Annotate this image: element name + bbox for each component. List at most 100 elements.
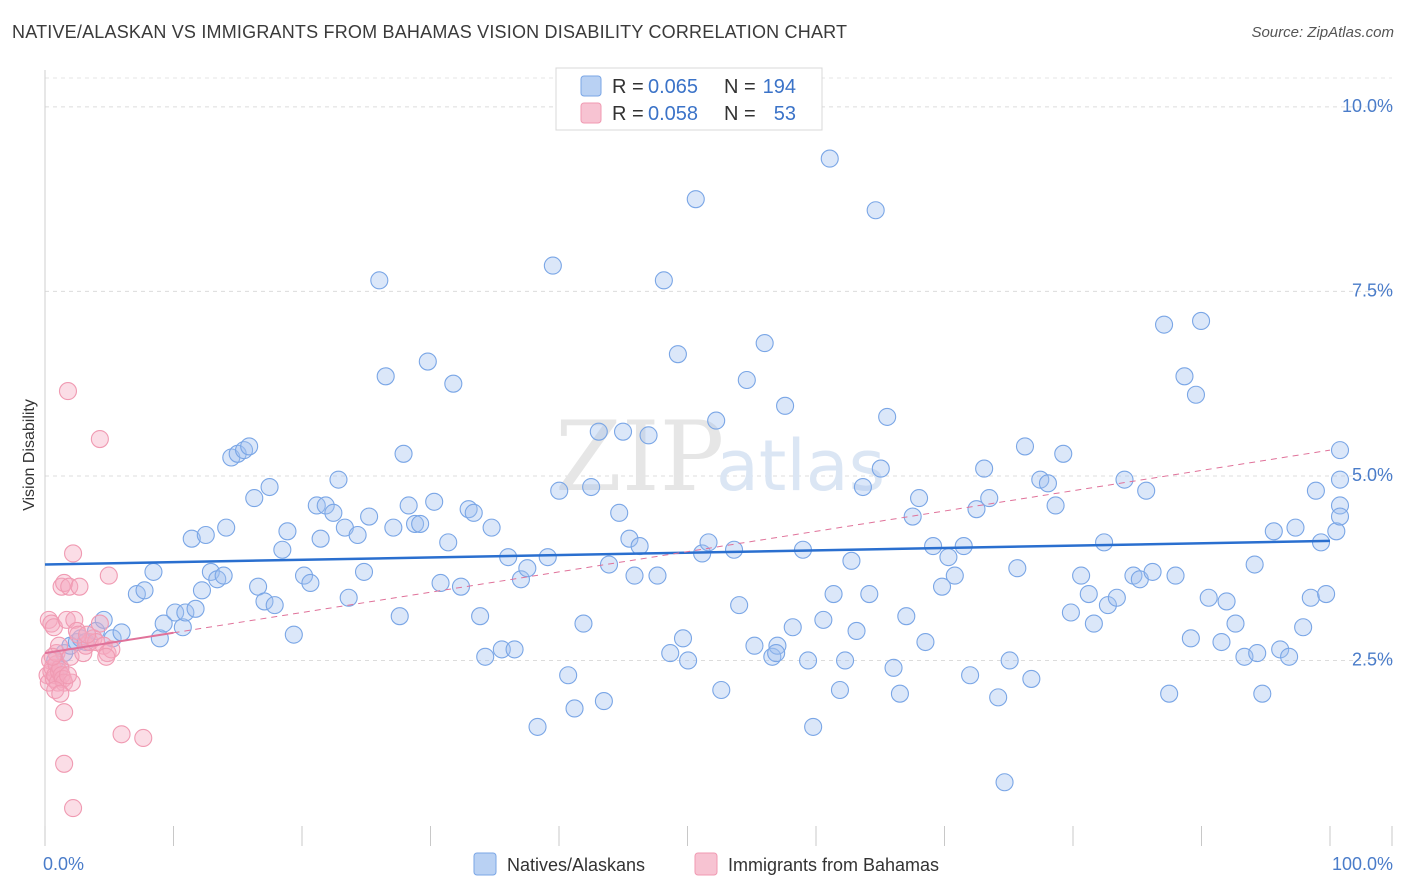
- point-natives-95: [668, 345, 687, 364]
- point-natives-184: [1306, 481, 1325, 500]
- point-natives-10: [112, 623, 131, 642]
- watermark-zip: ZIP: [555, 401, 724, 513]
- point-bahamas-45: [64, 799, 83, 818]
- point-natives-138: [961, 666, 980, 685]
- point-natives-115: [814, 610, 833, 629]
- legend-bottom-swatch-natives: [473, 852, 497, 876]
- point-natives-98: [686, 190, 705, 209]
- point-natives-109: [768, 636, 787, 655]
- point-natives-167: [1175, 367, 1194, 386]
- point-natives-61: [431, 573, 450, 593]
- point-natives-172: [1212, 632, 1231, 652]
- point-natives-169: [1186, 385, 1206, 404]
- point-natives-191: [1330, 507, 1350, 526]
- point-natives-39: [294, 566, 314, 585]
- y-axis-title: Vision Disability: [21, 399, 38, 511]
- point-natives-70: [492, 640, 511, 659]
- point-bahamas-40: [64, 544, 83, 563]
- point-natives-20: [186, 599, 205, 618]
- point-natives-25: [214, 566, 233, 585]
- point-natives-26: [217, 518, 236, 537]
- x-tick-labels: 0.0% 100.0%: [43, 854, 1393, 874]
- point-bahamas-39: [90, 429, 109, 449]
- point-natives-120: [842, 551, 861, 570]
- point-natives-22: [196, 525, 215, 545]
- point-natives-117: [824, 584, 843, 604]
- point-natives-50: [360, 507, 379, 526]
- point-natives-113: [799, 651, 818, 670]
- point-natives-100: [699, 533, 718, 552]
- point-bahamas-22: [60, 577, 79, 596]
- point-natives-135: [939, 548, 958, 567]
- point-bahamas-52: [97, 647, 116, 666]
- point-natives-74: [518, 559, 537, 578]
- point-natives-64: [451, 577, 471, 596]
- point-natives-156: [1095, 533, 1114, 552]
- point-natives-72: [505, 640, 524, 659]
- point-natives-59: [418, 352, 437, 371]
- legend-n-label-natives: N =: [724, 76, 756, 98]
- point-natives-126: [878, 407, 897, 426]
- point-natives-168: [1181, 629, 1200, 648]
- point-natives-66: [464, 503, 483, 522]
- point-natives-190: [1330, 470, 1350, 489]
- point-natives-134: [932, 577, 952, 596]
- legend-r-label-natives: R =: [612, 76, 644, 98]
- point-bahamas-47: [51, 684, 70, 703]
- point-natives-101: [707, 411, 726, 430]
- point-natives-133: [924, 537, 943, 556]
- point-natives-174: [1226, 614, 1245, 633]
- point-natives-97: [679, 651, 698, 670]
- point-natives-84: [594, 692, 613, 711]
- point-natives-31: [245, 489, 264, 508]
- x-tick-label-right: 100.0%: [1332, 854, 1393, 874]
- point-natives-33: [255, 592, 274, 611]
- point-natives-153: [1072, 566, 1091, 585]
- point-natives-37: [278, 522, 297, 541]
- point-natives-48: [348, 525, 367, 545]
- point-natives-75: [528, 717, 547, 736]
- point-natives-76: [538, 548, 557, 567]
- y-tick-labels: 2.5% 5.0% 7.5% 10.0%: [1342, 96, 1393, 670]
- point-natives-131: [910, 489, 929, 508]
- point-natives-162: [1137, 481, 1156, 500]
- legend-swatch-natives: [580, 75, 602, 97]
- point-natives-96: [673, 629, 693, 648]
- point-natives-83: [589, 422, 608, 441]
- legend-bottom-swatch-bahamas: [694, 852, 718, 876]
- point-natives-155: [1084, 614, 1103, 633]
- point-natives-142: [989, 688, 1008, 707]
- point-natives-67: [471, 607, 490, 626]
- point-bahamas-51: [78, 625, 97, 644]
- point-natives-52: [376, 367, 395, 386]
- point-natives-177: [1253, 684, 1272, 703]
- point-natives-54: [390, 607, 409, 626]
- point-natives-116: [820, 149, 839, 168]
- point-natives-188: [1330, 441, 1350, 460]
- point-natives-163: [1143, 562, 1162, 581]
- point-natives-13: [144, 562, 163, 581]
- legend-top: R = 0.065 N = 194 R = 0.058 N = 53: [555, 67, 823, 131]
- point-natives-78: [550, 481, 569, 500]
- point-bahamas-37: [55, 703, 74, 722]
- axes: [44, 70, 1393, 846]
- point-natives-171: [1199, 588, 1218, 607]
- point-natives-42: [311, 529, 330, 548]
- point-natives-176: [1245, 555, 1264, 574]
- point-natives-144: [1000, 651, 1019, 670]
- legend-swatch-bahamas: [580, 102, 602, 124]
- point-natives-137: [954, 537, 973, 556]
- point-natives-87: [613, 422, 633, 441]
- point-natives-192: [1248, 644, 1267, 663]
- point-natives-19: [182, 529, 201, 548]
- point-natives-164: [1155, 315, 1174, 334]
- point-bahamas-38: [58, 382, 78, 401]
- point-natives-49: [354, 562, 374, 581]
- point-natives-89: [625, 566, 644, 585]
- point-natives-130: [903, 507, 922, 526]
- watermark: ZIP atlas: [555, 401, 885, 513]
- point-natives-105: [737, 370, 756, 390]
- source-label: Source: ZipAtlas.com: [1251, 24, 1394, 41]
- point-natives-187: [1327, 522, 1346, 541]
- point-natives-58: [411, 514, 430, 533]
